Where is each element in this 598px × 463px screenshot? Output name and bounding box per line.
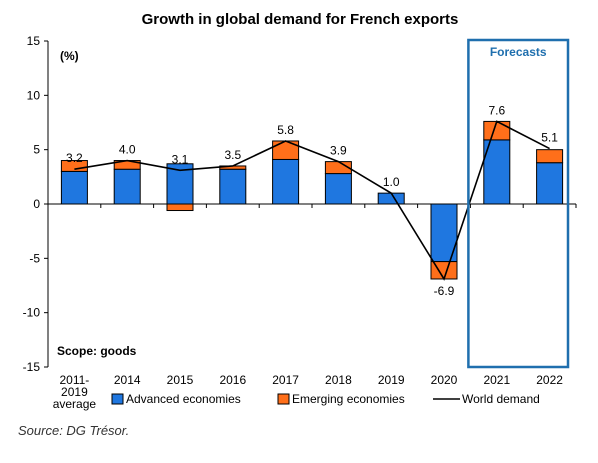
line-world-demand [74, 120, 550, 281]
bar-advanced-economies [377, 192, 405, 205]
scope-annotation: Scope: goods [57, 344, 137, 358]
y-tick-label: 10 [27, 88, 41, 102]
x-tick-label: 2019 [378, 373, 405, 387]
chart-title: Growth in global demand for French expor… [142, 11, 459, 28]
data-label: 7.6 [488, 103, 505, 117]
forecast-label: Forecasts [490, 45, 547, 59]
bar-advanced-economies [536, 162, 564, 205]
y-axis-unit-label: (%) [60, 49, 79, 63]
legend-swatch-advanced [111, 393, 124, 405]
bar-advanced-economies [272, 158, 300, 205]
legend: Advanced economies Emerging economies Worl… [111, 392, 540, 406]
data-label: 4.0 [119, 143, 136, 157]
bar-advanced-economies [60, 170, 88, 205]
data-label: 5.1 [541, 131, 558, 145]
forecast-box [467, 38, 570, 369]
x-tick-label: 2014 [114, 373, 141, 387]
x-tick-label: average [53, 397, 97, 411]
bar-emerging-economies [166, 203, 194, 212]
x-tick-label: 2015 [167, 373, 194, 387]
data-label: 3.9 [330, 144, 347, 158]
data-label: -6.9 [434, 284, 455, 298]
data-label: 3.1 [172, 152, 189, 166]
x-tick-label: 2017 [272, 373, 299, 387]
y-tick-label: -5 [29, 251, 40, 265]
y-tick-label: 5 [33, 143, 40, 157]
x-tick-label: 2021 [483, 373, 510, 387]
y-tick-label: 0 [33, 197, 40, 211]
data-label: 3.2 [66, 151, 83, 165]
x-tick-label: 2022 [536, 373, 563, 387]
legend-label-advanced: Advanced economies [126, 392, 241, 406]
x-tick-label: 2011- [59, 373, 89, 387]
legend-label-emerging: Emerging economies [292, 392, 405, 406]
y-tick-label: 15 [27, 34, 41, 48]
x-tick-label: 2018 [325, 373, 352, 387]
data-label: 3.5 [224, 148, 241, 162]
bar-advanced-economies [219, 168, 247, 205]
bar-emerging-economies [60, 160, 88, 172]
data-label: 1.0 [383, 175, 400, 189]
legend-swatch-emerging [277, 393, 290, 405]
bar-emerging-economies [483, 120, 511, 141]
source-note: Source: DG Trésor. [18, 423, 129, 438]
data-label: 5.8 [277, 123, 294, 137]
bar-advanced-economies [113, 168, 141, 205]
x-tick-label: 2016 [219, 373, 246, 387]
y-tick-label: -10 [23, 306, 41, 320]
bar-advanced-economies [324, 173, 352, 205]
x-tick-label: 2019 [61, 385, 88, 399]
x-tick-label: 2020 [431, 373, 458, 387]
legend-label-world: World demand [462, 392, 540, 406]
bar-emerging-economies [536, 149, 564, 164]
y-tick-label: -15 [23, 360, 41, 374]
